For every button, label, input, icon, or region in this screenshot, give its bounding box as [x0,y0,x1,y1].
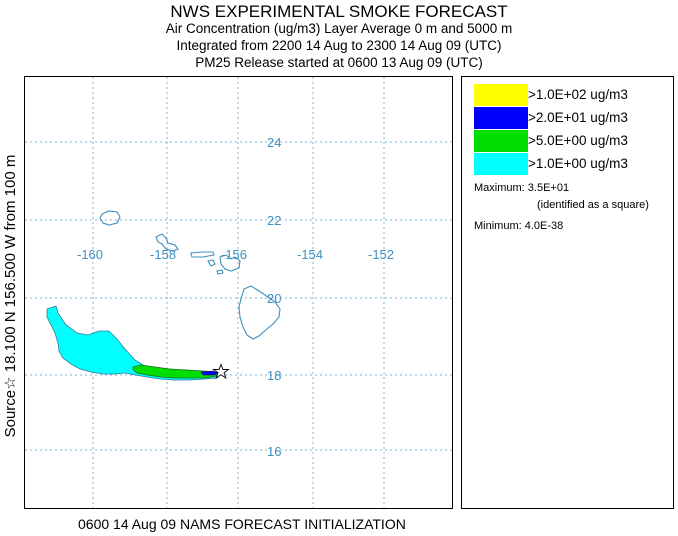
legend-label-2: >2.0E+01 ug/m3 [528,110,628,125]
island-kahoolawe [216,269,224,275]
graticule [25,77,452,508]
legend-maximum: Maximum: 3.5E+01 [474,182,570,194]
plume-level-1 [46,305,222,381]
lon-label-156: -156 [221,247,247,262]
source-label-wrap: Source☆ 18.100 N 156.500 W from 100 m [0,76,22,516]
lon-label-154: -154 [297,247,323,262]
map-canvas: 24 22 20 18 16 -160 -158 -156 -154 -152 [25,77,452,508]
lat-label-18: 18 [267,368,281,383]
footer-initialization: 0600 14 Aug 09 NAMS FORECAST INITIALIZAT… [78,516,406,532]
legend-swatch-green [474,130,528,152]
lat-label-24: 24 [267,135,281,150]
subtitle-integration: Integrated from 2200 14 Aug to 2300 14 A… [176,38,502,53]
legend-label-3: >5.0E+00 ug/m3 [528,133,628,148]
legend-panel: >1.0E+02 ug/m3 >2.0E+01 ug/m3 >5.0E+00 u… [461,76,674,509]
island-hawaii [238,285,281,340]
lon-label-158: -158 [150,247,176,262]
lat-label-16: 16 [267,444,281,459]
subtitle-concentration: Air Concentration (ug/m3) Layer Average … [165,21,513,36]
legend-label-1: >1.0E+02 ug/m3 [528,87,628,102]
lon-label-152: -152 [368,247,394,262]
legend-identified: (identified as a square) [537,199,649,211]
island-maui [219,254,241,272]
legend-label-4: >1.0E+00 ug/m3 [528,156,628,171]
plume-level-2 [132,364,218,379]
source-label: Source☆ 18.100 N 156.500 W from 100 m [2,154,19,438]
lon-label-160: -160 [77,247,103,262]
lat-label-20: 20 [267,291,281,306]
legend-swatch-yellow [474,84,528,106]
lat-label-22: 22 [267,213,281,228]
map-title: NWS EXPERIMENTAL SMOKE FORECAST [170,2,508,21]
legend-swatch-blue [474,107,528,129]
island-kauai [99,210,121,226]
map-panel: 24 22 20 18 16 -160 -158 -156 -154 -152 [24,76,453,509]
island-oahu [155,233,179,252]
legend-swatch-cyan [474,153,528,175]
island-molokai [190,251,215,258]
legend-minimum: Minimum: 4.0E-38 [474,220,564,232]
island-lanai [207,259,216,267]
subtitle-release: PM25 Release started at 0600 13 Aug 09 (… [195,55,483,70]
star-icon [212,363,230,380]
plume-level-3 [200,370,218,376]
